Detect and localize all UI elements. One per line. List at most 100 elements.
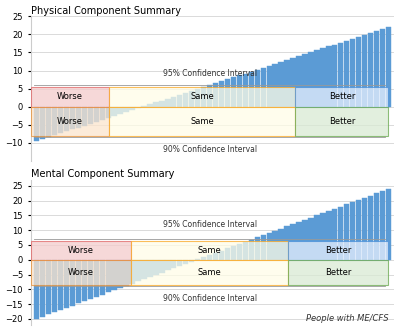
Bar [368,196,373,260]
Bar [76,107,81,127]
Bar [386,27,391,107]
Bar [141,260,147,279]
Text: Worse: Worse [57,117,83,126]
Bar [183,93,188,107]
Bar [320,213,326,260]
Bar [112,107,117,116]
Bar [362,35,367,107]
Bar [129,107,135,110]
Bar [88,107,93,124]
Bar [131,241,288,260]
Bar [171,260,176,268]
Text: Same: Same [198,246,222,255]
Bar [40,107,45,139]
Bar [296,56,302,107]
Bar [64,260,69,308]
Bar [100,107,105,120]
Bar [338,43,344,107]
Bar [64,107,69,131]
Bar [314,50,320,107]
Bar [147,260,153,277]
Bar [368,33,373,107]
Bar [147,104,153,107]
Bar [255,237,260,260]
Bar [58,260,63,310]
Bar [374,193,379,260]
Bar [34,107,39,141]
Bar [266,66,272,107]
Text: 90% Confidence Interval: 90% Confidence Interval [162,145,257,154]
Text: 95% Confidence Interval: 95% Confidence Interval [162,220,257,229]
Bar [31,241,131,260]
Bar [302,54,308,107]
Bar [31,260,131,285]
Bar [46,107,51,137]
Bar [308,217,314,260]
Text: People with ME/CFS: People with ME/CFS [306,314,388,323]
Bar [159,260,164,272]
Bar [46,260,51,314]
Bar [326,46,332,107]
Bar [165,260,170,270]
Bar [110,107,296,136]
Text: Physical Component Summary: Physical Component Summary [31,6,181,16]
Bar [82,260,87,301]
Bar [296,87,388,107]
Bar [332,45,338,107]
Bar [219,81,224,107]
Bar [332,209,338,260]
Bar [386,189,391,260]
Bar [320,48,326,107]
Bar [290,58,296,107]
Bar [34,260,39,319]
Bar [106,107,111,118]
Bar [94,260,99,297]
Bar [159,101,164,107]
Bar [326,211,332,260]
Bar [131,260,288,285]
Bar [70,260,75,306]
Bar [31,87,110,107]
Bar [219,251,224,260]
Text: Worse: Worse [68,268,94,277]
Bar [272,64,278,107]
Text: Same: Same [190,117,214,126]
Bar [344,204,350,260]
Bar [183,260,188,264]
Bar [249,71,254,107]
Text: Same: Same [198,268,222,277]
Bar [296,222,302,260]
Bar [374,31,379,107]
Bar [237,244,242,260]
Bar [124,107,129,112]
Bar [70,107,75,129]
Bar [225,79,230,107]
Bar [118,107,123,114]
Bar [284,60,290,107]
Bar [243,242,248,260]
Bar [76,260,81,304]
Bar [260,68,266,107]
Bar [52,107,57,135]
Bar [380,29,385,107]
Bar [177,95,182,107]
Bar [100,260,105,295]
Bar [344,41,350,107]
Bar [118,260,123,288]
Bar [141,106,147,107]
Bar [189,260,194,261]
Bar [88,260,93,299]
Text: Worse: Worse [57,92,83,101]
Bar [296,107,388,136]
Bar [177,260,182,266]
Bar [266,233,272,260]
Bar [249,240,254,260]
Bar [110,87,296,107]
Bar [106,260,111,292]
Bar [207,255,212,260]
Bar [52,260,57,312]
Bar [314,215,320,260]
Bar [94,107,99,122]
Text: 95% Confidence Interval: 95% Confidence Interval [162,69,257,78]
Text: Same: Same [190,92,214,101]
